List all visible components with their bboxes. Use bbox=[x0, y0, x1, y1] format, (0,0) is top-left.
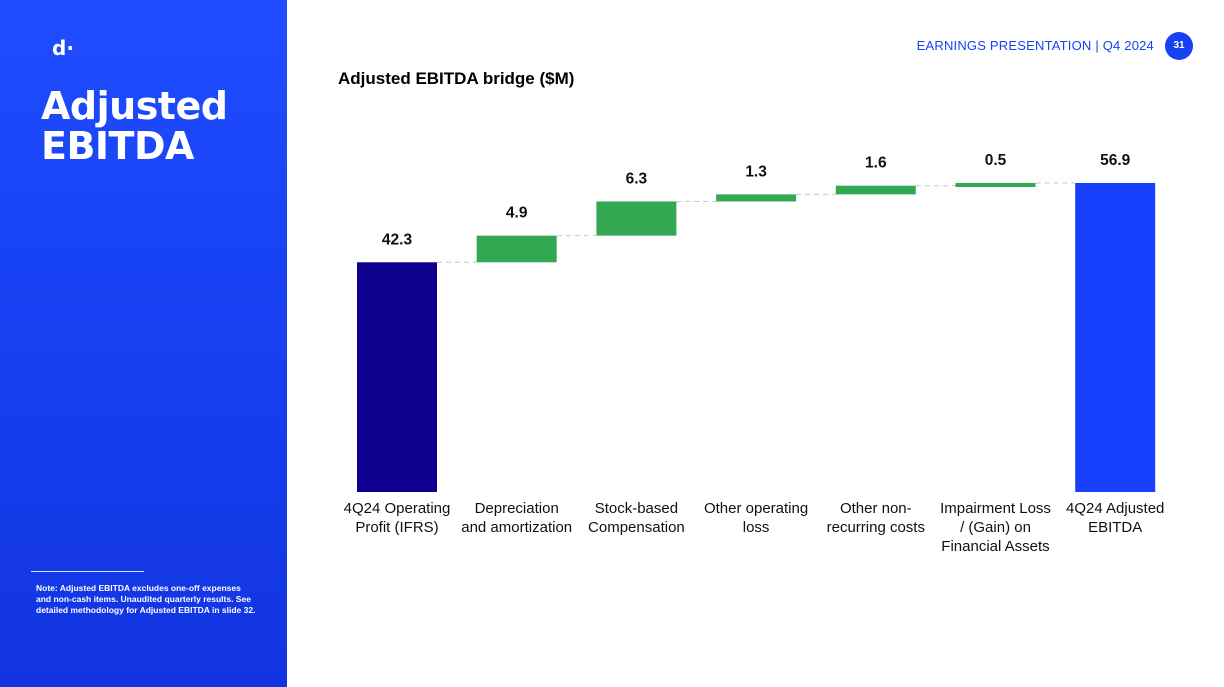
data-label-4: 1.3 bbox=[745, 163, 767, 180]
category-label-5: Other non-recurring costs bbox=[827, 500, 925, 536]
sidebar-panel: d· Adjusted EBITDA Note: Adjusted EBITDA… bbox=[0, 0, 287, 687]
bar-5 bbox=[835, 185, 916, 195]
footnote: Note: Adjusted EBITDA excludes one-off e… bbox=[36, 583, 256, 615]
data-label-2: 4.9 bbox=[506, 205, 528, 222]
category-label-3: Stock-based Compensation bbox=[588, 500, 685, 536]
category-label-7: 4Q24 Adjusted EBITDA bbox=[1066, 500, 1164, 536]
category-label-6: Impairment Loss / (Gain) on Financial Asse… bbox=[940, 500, 1051, 555]
chart-title: Adjusted EBITDA bridge ($M) bbox=[338, 69, 575, 88]
bar-7 bbox=[1075, 183, 1156, 492]
category-label-4: Other operating loss bbox=[704, 500, 808, 536]
bar-2 bbox=[476, 235, 557, 263]
category-label-2: Depreciation and amortization bbox=[461, 500, 572, 536]
data-label-6: 0.5 bbox=[985, 152, 1007, 169]
page-number-badge: 31 bbox=[1165, 32, 1193, 60]
section-title: Adjusted EBITDA bbox=[41, 84, 228, 168]
company-logo: d· bbox=[52, 36, 74, 60]
bar-1 bbox=[357, 262, 437, 492]
data-label-5: 1.6 bbox=[865, 155, 887, 172]
bar-4 bbox=[716, 194, 797, 202]
data-label-7: 56.9 bbox=[1100, 152, 1131, 169]
data-label-3: 6.3 bbox=[626, 170, 648, 187]
bar-3 bbox=[596, 201, 677, 236]
bar-6 bbox=[955, 183, 1036, 187]
note-divider bbox=[31, 571, 144, 572]
category-label-1: 4Q24 Operating Profit (IFRS) bbox=[344, 500, 451, 536]
presentation-label: EARNINGS PRESENTATION | Q4 2024 bbox=[916, 38, 1154, 53]
data-label-1: 42.3 bbox=[382, 231, 413, 248]
